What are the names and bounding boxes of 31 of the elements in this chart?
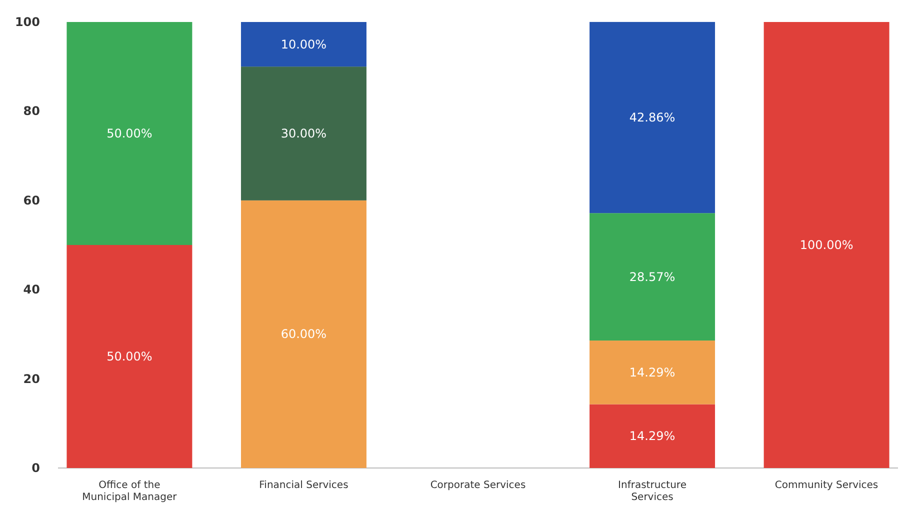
data-label: 28.57%	[629, 270, 676, 284]
bar	[590, 213, 716, 341]
y-tick-label: 20	[23, 372, 40, 386]
x-tick-label: Corporate Services	[430, 480, 526, 491]
x-tick-label: Office of the Municipal Manager	[82, 480, 178, 503]
bar	[240, 22, 366, 67]
data-label: 42.86%	[629, 110, 676, 125]
data-label: 60.00%	[280, 327, 327, 342]
y-tick-label: 60	[23, 193, 40, 208]
x-tick-label: Financial Services	[259, 480, 348, 491]
bar	[66, 245, 192, 468]
data-label: 14.29%	[629, 429, 676, 444]
bar	[590, 340, 716, 404]
x-tick-label: Infrastructure Services	[618, 480, 686, 503]
bar	[590, 22, 716, 214]
y-tick-label: 100	[14, 15, 40, 29]
data-label: 14.29%	[629, 365, 676, 380]
data-label: 30.00%	[280, 126, 327, 140]
y-tick-label: 40	[23, 282, 40, 297]
data-label: 100.00%	[800, 238, 854, 252]
bar	[764, 22, 890, 468]
bar	[240, 66, 366, 200]
bar	[66, 22, 192, 245]
y-tick-label: 80	[23, 104, 40, 118]
data-label: 50.00%	[106, 126, 152, 140]
data-label: 10.00%	[280, 37, 327, 52]
x-tick-label: Community Services	[774, 480, 878, 491]
bar	[240, 200, 366, 468]
data-label: 50.00%	[106, 350, 152, 364]
y-tick-label: 0	[32, 461, 40, 475]
bar	[590, 404, 716, 468]
